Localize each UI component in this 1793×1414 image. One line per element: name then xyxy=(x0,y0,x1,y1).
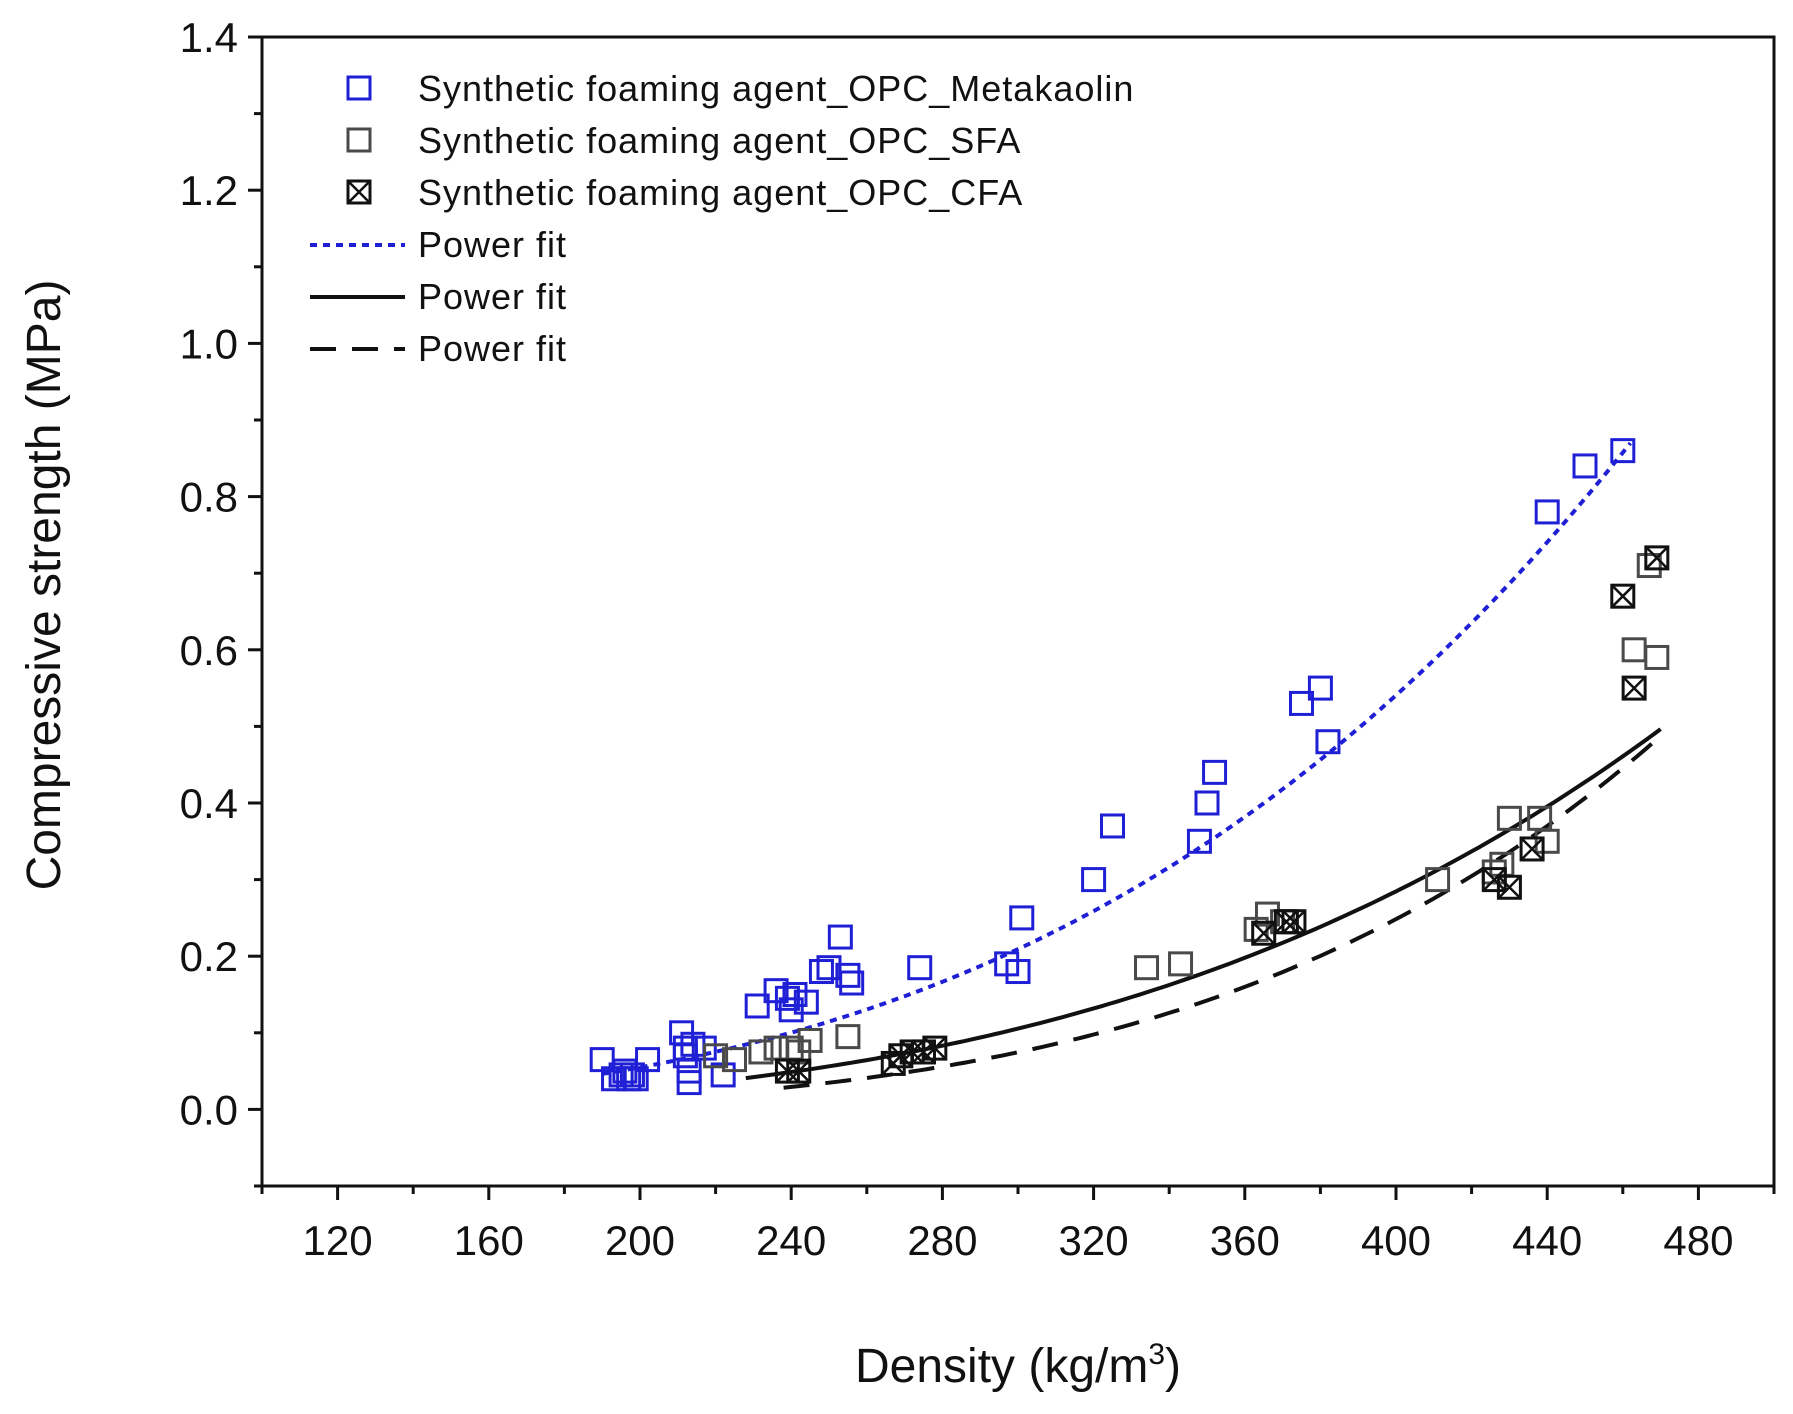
data-point-metakaolin xyxy=(1194,790,1220,816)
x-axis-ticks: 120 160 200 240 280 320 360 400 440 480 xyxy=(260,1186,1776,1264)
data-point-cfa xyxy=(1519,836,1545,862)
data-point-metakaolin xyxy=(793,989,819,1015)
data-point-sfa xyxy=(1636,553,1662,579)
legend-label-fit-cfa: Power fit xyxy=(418,328,567,369)
x-tick-label: 120 xyxy=(303,1217,373,1264)
fit-lines xyxy=(601,441,1662,1090)
data-point-metakaolin xyxy=(827,924,853,950)
x-axis-title-superscript: 3 xyxy=(1148,1338,1165,1371)
y-tick-label: 1.0 xyxy=(180,320,238,367)
data-markers xyxy=(589,438,1670,1096)
data-point-metakaolin xyxy=(1202,759,1228,785)
data-point-sfa xyxy=(1644,644,1670,670)
data-point-metakaolin xyxy=(1005,959,1031,985)
legend-marker-cfa xyxy=(346,179,372,205)
data-point-cfa xyxy=(1496,874,1522,900)
data-point-metakaolin xyxy=(1289,690,1314,716)
data-point-sfa xyxy=(835,1024,861,1050)
x-tick-label: 360 xyxy=(1210,1217,1280,1264)
data-point-metakaolin xyxy=(619,1062,645,1088)
y-axis-title: Compressive strength (MPa) xyxy=(18,280,71,891)
x-tick-label: 160 xyxy=(454,1217,524,1264)
data-point-sfa xyxy=(1621,637,1647,663)
x-tick-label: 400 xyxy=(1361,1217,1431,1264)
x-tick-label: 280 xyxy=(907,1217,977,1264)
legend-marker-sfa xyxy=(346,127,372,153)
data-point-metakaolin xyxy=(835,962,861,988)
data-point-sfa xyxy=(1168,951,1194,977)
data-point-metakaolin xyxy=(635,1047,661,1073)
data-point-cfa xyxy=(1281,909,1307,935)
y-axis-ticks: 0.0 0.2 0.4 0.6 0.8 1.0 1.2 1.4 xyxy=(180,14,262,1188)
data-point-metakaolin xyxy=(907,955,933,981)
data-point-metakaolin xyxy=(816,955,842,981)
data-point-sfa xyxy=(1496,805,1522,831)
y-tick-label: 0.4 xyxy=(180,780,238,827)
y-tick-label: 1.2 xyxy=(180,167,238,214)
data-point-metakaolin xyxy=(1315,729,1341,755)
data-point-metakaolin xyxy=(1186,828,1212,854)
x-tick-label: 200 xyxy=(605,1217,675,1264)
x-tick-label: 240 xyxy=(756,1217,826,1264)
data-point-metakaolin xyxy=(1534,499,1560,525)
y-tick-label: 1.4 xyxy=(180,14,238,61)
data-point-cfa xyxy=(922,1035,948,1061)
x-tick-label: 440 xyxy=(1512,1217,1582,1264)
legend-label-fit-metakaolin: Power fit xyxy=(418,224,567,265)
x-tick-label: 320 xyxy=(1059,1217,1129,1264)
data-point-metakaolin xyxy=(778,997,804,1023)
data-point-cfa xyxy=(1644,545,1670,571)
legend-marker-metakaolin xyxy=(346,75,372,101)
data-point-sfa xyxy=(722,1047,747,1073)
data-point-metakaolin xyxy=(1009,905,1035,931)
x-axis-title-close: ) xyxy=(1165,1340,1181,1393)
data-point-sfa xyxy=(748,1039,774,1065)
data-point-metakaolin xyxy=(1081,867,1107,893)
data-point-sfa xyxy=(703,1043,729,1069)
legend: Synthetic foaming agent_OPC_Metakaolin S… xyxy=(310,68,1134,369)
legend-label-sfa: Synthetic foaming agent_OPC_SFA xyxy=(418,120,1021,161)
legend-label-fit-sfa: Power fit xyxy=(418,276,567,317)
power-fit-line xyxy=(783,734,1662,1090)
legend-label-cfa: Synthetic foaming agent_OPC_CFA xyxy=(418,172,1023,213)
data-point-cfa xyxy=(786,1058,812,1084)
data-point-metakaolin xyxy=(1307,675,1333,701)
data-point-sfa xyxy=(1534,828,1560,854)
legend-label-metakaolin: Synthetic foaming agent_OPC_Metakaolin xyxy=(418,68,1134,109)
power-fit-line xyxy=(601,441,1632,1076)
y-tick-label: 0.0 xyxy=(180,1086,238,1133)
data-point-sfa xyxy=(797,1027,823,1053)
y-tick-label: 0.8 xyxy=(180,474,238,521)
x-tick-label: 480 xyxy=(1663,1217,1733,1264)
data-point-metakaolin xyxy=(744,993,770,1019)
data-point-metakaolin xyxy=(1610,438,1636,464)
data-point-cfa xyxy=(1610,583,1636,609)
data-point-metakaolin xyxy=(1100,813,1125,839)
data-point-metakaolin xyxy=(808,959,834,985)
y-tick-label: 0.6 xyxy=(180,627,238,674)
data-point-metakaolin xyxy=(1572,453,1598,479)
data-point-sfa xyxy=(1425,867,1451,893)
x-axis-title: Density (kg/m3) xyxy=(855,1338,1181,1393)
data-point-sfa xyxy=(1134,955,1160,981)
data-point-metakaolin xyxy=(676,1058,702,1084)
data-point-cfa xyxy=(1621,675,1647,701)
x-axis-title-main: Density (kg/m xyxy=(855,1340,1148,1393)
data-point-cfa xyxy=(1481,867,1507,893)
data-point-metakaolin xyxy=(839,970,865,996)
y-tick-label: 0.2 xyxy=(180,933,238,980)
